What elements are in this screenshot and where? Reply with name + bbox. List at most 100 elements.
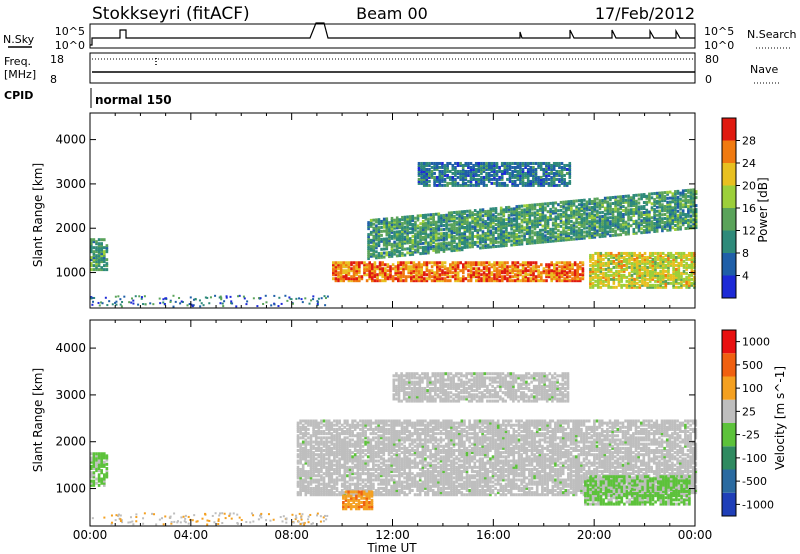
data-cell xyxy=(364,472,367,475)
clutter-cell xyxy=(172,295,174,297)
clutter-cell xyxy=(92,301,94,303)
clutter-cell xyxy=(262,303,264,305)
data-cell xyxy=(392,275,395,278)
noise-left-label: N.Sky xyxy=(3,33,35,46)
data-cell xyxy=(567,232,570,235)
data-cell xyxy=(675,268,678,271)
data-cell xyxy=(346,481,349,484)
data-cell xyxy=(431,166,434,169)
data-cell xyxy=(440,228,443,231)
data-cell xyxy=(659,270,662,273)
data-cell xyxy=(346,485,349,488)
freq-label-2: [MHz] xyxy=(4,68,36,81)
data-cell xyxy=(586,200,589,203)
data-cell xyxy=(570,224,573,227)
data-cell xyxy=(645,209,648,212)
data-cell xyxy=(517,265,520,268)
data-cell xyxy=(547,202,550,205)
data-cell xyxy=(456,227,459,230)
data-cell xyxy=(627,195,630,198)
data-cell xyxy=(489,237,492,240)
data-cell xyxy=(501,170,504,173)
clutter-cell xyxy=(208,302,210,304)
data-cell xyxy=(367,419,370,422)
data-cell xyxy=(404,254,407,257)
data-cell xyxy=(338,491,341,494)
data-cell xyxy=(449,170,452,173)
data-cell xyxy=(638,206,641,209)
data-cell xyxy=(550,176,553,179)
data-cell xyxy=(548,172,551,175)
data-cell xyxy=(404,226,407,229)
data-cell xyxy=(682,217,685,220)
data-cell xyxy=(459,170,462,173)
data-cell xyxy=(437,232,440,235)
data-cell xyxy=(513,217,516,220)
data-cell xyxy=(338,426,341,429)
clutter-cell xyxy=(123,296,125,298)
data-cell xyxy=(484,220,487,223)
data-cell xyxy=(372,223,375,226)
colorbar-segment xyxy=(722,276,736,299)
data-cell xyxy=(556,170,559,173)
data-cell xyxy=(433,261,436,264)
clutter-cell xyxy=(105,297,107,299)
data-cell xyxy=(578,221,581,224)
data-cell xyxy=(396,216,399,219)
data-cell xyxy=(685,276,688,279)
data-cell xyxy=(362,478,365,481)
data-cell xyxy=(439,166,442,169)
data-cell xyxy=(659,252,662,255)
freq-panel-frame xyxy=(90,53,695,83)
data-cell xyxy=(675,264,678,267)
data-cell xyxy=(411,251,414,254)
data-cell xyxy=(640,227,643,230)
data-cell xyxy=(478,178,481,181)
data-cell xyxy=(380,248,383,251)
data-cell xyxy=(687,189,690,192)
data-cell xyxy=(588,220,591,223)
data-cell xyxy=(458,211,461,214)
data-cell xyxy=(320,426,323,429)
data-cell xyxy=(619,195,622,198)
data-cell xyxy=(439,265,442,268)
data-cell xyxy=(366,263,369,266)
data-cell xyxy=(541,225,544,228)
data-cell xyxy=(649,252,652,255)
data-cell xyxy=(345,261,348,264)
data-cell xyxy=(449,176,452,179)
data-cell xyxy=(651,220,654,223)
data-cell xyxy=(415,263,418,266)
data-cell xyxy=(383,218,386,221)
data-cell xyxy=(474,235,477,238)
data-cell xyxy=(378,252,381,255)
data-cell xyxy=(543,162,546,165)
data-cell xyxy=(651,216,654,219)
data-cell xyxy=(485,162,488,165)
data-cell xyxy=(609,234,612,237)
data-cell xyxy=(630,208,633,211)
data-cell xyxy=(562,221,565,224)
clutter-cell xyxy=(132,300,134,302)
data-cell xyxy=(548,263,551,266)
data-cell xyxy=(302,432,305,435)
data-cell xyxy=(527,261,530,264)
data-cell xyxy=(683,284,686,287)
data-cell xyxy=(583,235,586,238)
data-cell xyxy=(592,282,595,285)
data-cell xyxy=(628,278,631,281)
data-cell xyxy=(666,201,669,204)
data-cell xyxy=(661,225,664,228)
data-cell xyxy=(380,226,383,229)
data-cell xyxy=(557,223,560,226)
clutter-cell xyxy=(231,302,233,304)
data-cell xyxy=(480,176,483,179)
data-cell xyxy=(372,227,375,230)
data-cell xyxy=(310,419,313,422)
data-cell xyxy=(428,184,431,187)
data-cell xyxy=(491,182,494,185)
data-cell xyxy=(671,206,674,209)
data-cell xyxy=(341,424,344,427)
data-cell xyxy=(354,476,357,479)
data-cell xyxy=(299,443,302,446)
